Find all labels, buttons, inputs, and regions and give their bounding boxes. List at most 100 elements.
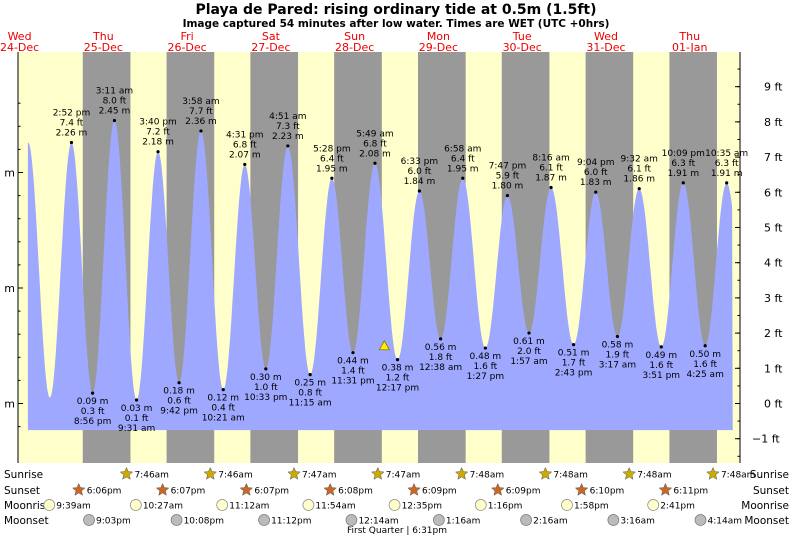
low-tide-meters: 0.03 m xyxy=(121,404,153,414)
high-tide-time: 8:16 am xyxy=(532,154,569,164)
row-label-left: Sunset xyxy=(4,485,40,497)
moonset-time: 3:16am xyxy=(620,517,655,527)
high-tide-time: 2:52 pm xyxy=(53,108,91,118)
chart-subtitle: Image captured 54 minutes after low wate… xyxy=(183,18,610,30)
moonrise-icon xyxy=(129,499,142,511)
high-tide-feet: 6.8 ft xyxy=(233,140,257,150)
sunset-icon xyxy=(490,482,505,496)
tide-point xyxy=(177,381,181,385)
low-tide-meters: 0.09 m xyxy=(77,397,109,407)
right-axis-label: 0 ft xyxy=(764,398,783,411)
high-tide-meters: 2.23 m xyxy=(272,132,304,142)
high-tide-time: 9:04 pm xyxy=(577,158,615,168)
moonrise-time: 11:54am xyxy=(315,502,355,512)
tide-point xyxy=(483,346,487,350)
low-tide-meters: 0.49 m xyxy=(645,351,677,361)
high-tide-time: 10:09 pm xyxy=(662,149,705,159)
day-name: Sun xyxy=(344,30,365,43)
low-tide-feet: 1.9 ft xyxy=(606,351,630,361)
high-tide-meters: 2.45 m xyxy=(99,107,131,117)
high-tide-feet: 5.9 ft xyxy=(496,172,520,182)
low-tide-feet: 0.4 ft xyxy=(211,404,235,414)
sunrise-time: 7:47am xyxy=(302,471,337,481)
row-label-left: Moonset xyxy=(4,515,49,527)
low-tide-meters: 0.18 m xyxy=(163,387,195,397)
tide-point xyxy=(264,367,268,371)
moonset-icon xyxy=(83,514,95,526)
low-tide-meters: 0.12 m xyxy=(207,394,239,404)
high-tide-feet: 6.1 ft xyxy=(539,164,563,174)
right-axis-label: −1 ft xyxy=(752,433,780,446)
tide-point xyxy=(395,358,400,362)
tide-point xyxy=(659,345,663,349)
right-axis-label: 8 ft xyxy=(764,116,783,129)
high-tide-time: 3:40 pm xyxy=(139,118,177,128)
sunset-icon xyxy=(155,482,170,496)
moon-phase-label: First Quarter | 6:31pm xyxy=(347,526,447,536)
low-tide-time: 12:17 pm xyxy=(376,384,419,394)
high-tide-meters: 1.83 m xyxy=(580,178,612,188)
high-tide-time: 7:47 pm xyxy=(489,162,527,172)
row-label-left: Sunrise xyxy=(4,469,43,481)
moonset-time: 12:14am xyxy=(358,517,398,527)
sunset-time: 6:07pm xyxy=(254,487,289,497)
sunset-time: 6:07pm xyxy=(171,487,206,497)
right-axis-label: 6 ft xyxy=(764,186,783,199)
sunrise-time: 7:48am xyxy=(470,471,505,481)
high-tide-time: 4:51 am xyxy=(269,112,306,122)
tide-point xyxy=(505,194,510,198)
sunrise-time: 7:48am xyxy=(553,471,588,481)
astro-rows: Sunrise Sunrise Sunset Sunset Moonrise Moonri… xyxy=(4,466,789,536)
low-tide-meters: 0.38 m xyxy=(382,364,414,374)
low-tide-meters: 0.58 m xyxy=(602,341,634,351)
row-label-right: Moonset xyxy=(744,515,789,527)
tide-point xyxy=(221,388,225,392)
tide-point xyxy=(417,189,422,193)
day-date: 01-Jan xyxy=(672,41,708,54)
right-axis-label: 9 ft xyxy=(764,81,783,94)
moonset-time: 4:14am xyxy=(708,517,743,527)
low-tide-time: 9:31 am xyxy=(118,424,155,434)
tide-point xyxy=(703,344,707,348)
moonrise-time: 2:41pm xyxy=(660,502,695,512)
low-tide-time: 1:27 pm xyxy=(467,372,505,382)
sunset-time: 6:06pm xyxy=(87,487,122,497)
sunrise-time: 7:46am xyxy=(134,471,169,481)
day-headers: Wed24-DecThu25-DecFri26-DecSat27-DecSun2… xyxy=(0,30,708,54)
tide-point xyxy=(725,181,729,185)
tide-point xyxy=(156,150,160,154)
sunrise-icon xyxy=(622,466,637,480)
high-tide-meters: 2.07 m xyxy=(229,150,261,160)
sunset-icon xyxy=(658,482,673,496)
day-date: 31-Dec xyxy=(586,41,625,54)
tide-point xyxy=(681,181,685,185)
tide-point xyxy=(69,140,74,145)
day-name: Mon xyxy=(427,30,450,43)
day-name: Sat xyxy=(262,30,281,43)
low-tide-feet: 1.4 ft xyxy=(341,367,365,377)
day-date: 28-Dec xyxy=(335,41,374,54)
moonset-time: 1:16am xyxy=(446,517,481,527)
low-tide-meters: 0.25 m xyxy=(294,379,326,389)
moonrise-icon xyxy=(216,499,229,511)
sunset-icon xyxy=(407,482,421,496)
low-tide-feet: 1.6 ft xyxy=(474,362,498,372)
high-tide-feet: 8.0 ft xyxy=(103,97,127,107)
low-tide-time: 11:31 pm xyxy=(331,377,374,387)
low-tide-feet: 1.6 ft xyxy=(693,360,717,370)
tide-point xyxy=(112,118,117,123)
tide-point xyxy=(91,391,95,395)
moonset-icon xyxy=(170,514,183,526)
high-tide-meters: 1.80 m xyxy=(492,182,524,192)
low-tide-feet: 1.0 ft xyxy=(254,383,278,393)
tide-point xyxy=(615,334,620,339)
moonrise-time: 12:35pm xyxy=(402,502,442,512)
moonset-icon xyxy=(607,514,620,526)
low-tide-time: 1:57 am xyxy=(510,357,547,367)
tide-point xyxy=(243,162,247,167)
low-tide-meters: 0.30 m xyxy=(250,373,282,383)
sunset-time: 6:11pm xyxy=(673,487,708,497)
high-tide-feet: 6.8 ft xyxy=(363,139,387,149)
low-tide-time: 8:56 pm xyxy=(74,417,112,427)
high-tide-feet: 6.4 ft xyxy=(320,154,344,164)
